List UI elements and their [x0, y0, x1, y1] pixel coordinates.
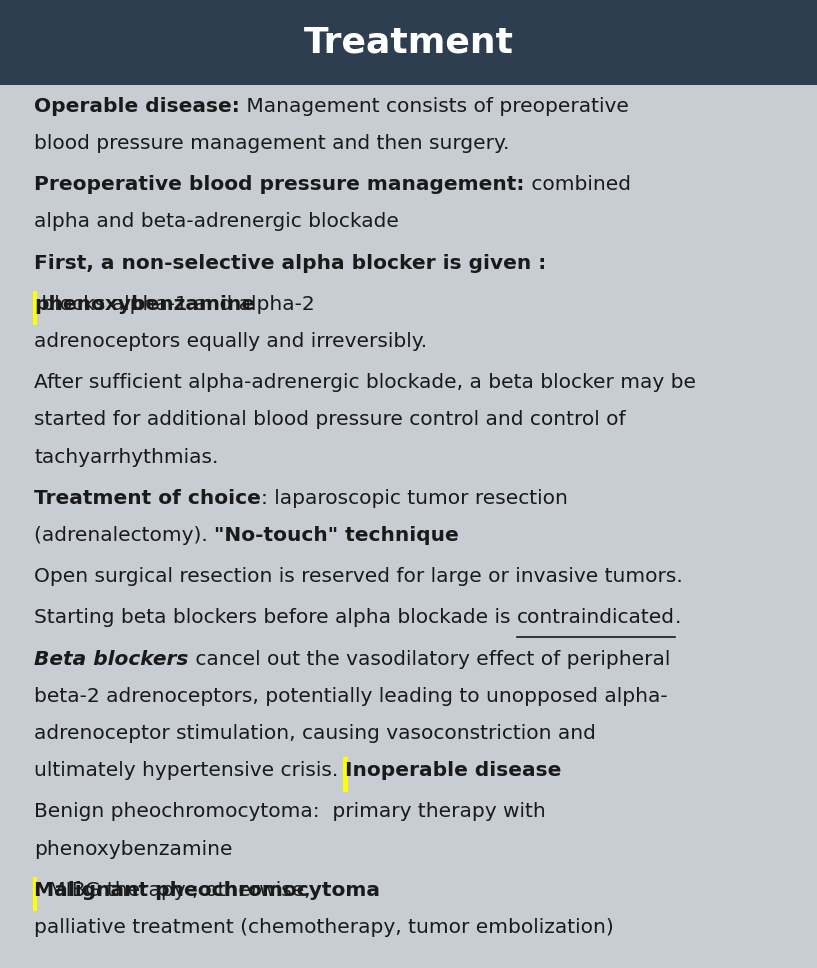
- Text: started for additional blood pressure control and control of: started for additional blood pressure co…: [34, 410, 626, 430]
- Text: After sufficient alpha-adrenergic blockade, a beta blocker may be: After sufficient alpha-adrenergic blocka…: [34, 373, 696, 392]
- Text: ultimately hypertensive crisis.: ultimately hypertensive crisis.: [34, 761, 345, 780]
- Text: Treatment: Treatment: [303, 25, 514, 60]
- Text: cancel out the vasodilatory effect of peripheral: cancel out the vasodilatory effect of pe…: [189, 650, 670, 669]
- FancyBboxPatch shape: [33, 290, 37, 325]
- Text: adrenoceptor stimulation, causing vasoconstriction and: adrenoceptor stimulation, causing vasoco…: [34, 724, 596, 743]
- Text: Starting beta blockers before alpha blockade is: Starting beta blockers before alpha bloc…: [34, 608, 517, 627]
- FancyBboxPatch shape: [0, 0, 817, 85]
- Text: beta-2 adrenoceptors, potentially leading to unopposed alpha-: beta-2 adrenoceptors, potentially leadin…: [34, 686, 668, 706]
- Text: "No-touch" technique: "No-touch" technique: [214, 526, 459, 545]
- Text: combined: combined: [525, 175, 631, 195]
- Text: Management consists of preoperative: Management consists of preoperative: [240, 97, 629, 116]
- Text: Benign pheochromocytoma:  primary therapy with: Benign pheochromocytoma: primary therapy…: [34, 802, 546, 822]
- Text: Operable disease:: Operable disease:: [34, 97, 240, 116]
- Text: : MIBG therapy ; otherwise,: : MIBG therapy ; otherwise,: [35, 881, 311, 900]
- Text: blocks alpha-1 and alpha-2: blocks alpha-1 and alpha-2: [35, 294, 315, 314]
- Text: First, a non-selective alpha blocker is given :: First, a non-selective alpha blocker is …: [34, 254, 547, 273]
- Text: palliative treatment (chemotherapy, tumor embolization): palliative treatment (chemotherapy, tumo…: [34, 918, 614, 937]
- Text: (adrenalectomy).: (adrenalectomy).: [34, 526, 214, 545]
- Text: blood pressure management and then surgery.: blood pressure management and then surge…: [34, 134, 510, 153]
- Text: Malignant pheochromocytoma: Malignant pheochromocytoma: [34, 881, 381, 900]
- Text: Preoperative blood pressure management:: Preoperative blood pressure management:: [34, 175, 525, 195]
- Text: Treatment of choice: Treatment of choice: [34, 489, 261, 508]
- Text: Inoperable disease: Inoperable disease: [345, 761, 561, 780]
- Text: .: .: [675, 608, 681, 627]
- Text: tachyarrhythmias.: tachyarrhythmias.: [34, 447, 219, 467]
- Text: phenoxybenzamine: phenoxybenzamine: [34, 294, 256, 314]
- Text: alpha and beta-adrenergic blockade: alpha and beta-adrenergic blockade: [34, 212, 400, 231]
- FancyBboxPatch shape: [343, 757, 347, 792]
- Text: Beta blockers: Beta blockers: [34, 650, 189, 669]
- Text: phenoxybenzamine: phenoxybenzamine: [34, 839, 233, 859]
- Text: adrenoceptors equally and irreversibly.: adrenoceptors equally and irreversibly.: [34, 332, 427, 351]
- Text: : laparoscopic tumor resection: : laparoscopic tumor resection: [261, 489, 568, 508]
- Text: Open surgical resection is reserved for large or invasive tumors.: Open surgical resection is reserved for …: [34, 567, 683, 587]
- FancyBboxPatch shape: [33, 877, 37, 911]
- Text: contraindicated: contraindicated: [517, 608, 675, 627]
